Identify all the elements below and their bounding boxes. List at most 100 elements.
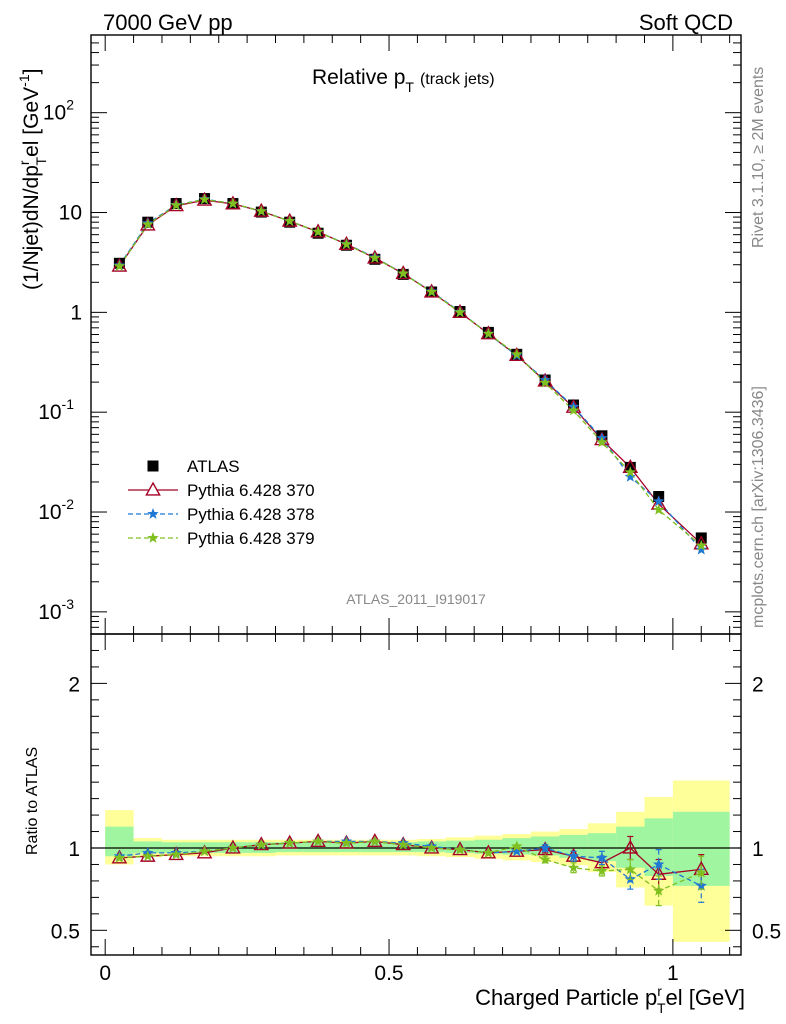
p379-point (425, 286, 438, 297)
ratio-p379-point (539, 853, 551, 865)
ratio-p379-point (624, 863, 636, 875)
main-y-label-text: (1/Njet)dN/dp (20, 165, 43, 290)
ratio-p379-point (482, 846, 495, 858)
p379-point (653, 503, 665, 515)
p379-point (227, 197, 239, 209)
main-title: Relative pT (track jets) (312, 66, 495, 95)
ratio-p378-point (653, 858, 665, 870)
main-title-extra: (track jets) (420, 71, 495, 88)
p379-point (511, 348, 523, 360)
mcplots-label: mcplots.cern.ch [arXiv:1306.3436] (750, 386, 767, 628)
ratio-axes: 0.5 0.5 1 1 2 2 0 0.5 1 (51, 633, 781, 985)
p379-point (312, 225, 324, 237)
main-y-label-mid: el [GeV (20, 87, 43, 157)
main-y-tick-label: 10-3 (38, 596, 74, 624)
ratio-p379-point (397, 838, 409, 850)
ratio-p379-point (454, 843, 466, 855)
main-y-tick-label: 1 (70, 301, 82, 324)
main-y-tick-base: 10 (43, 102, 66, 125)
p378-point (695, 543, 707, 555)
ratio-p378-point (596, 851, 608, 863)
x-label-sub: T (657, 1000, 666, 1016)
main-y-tick-base: 10 (38, 601, 61, 624)
ratio-y-tick-label-right: 2 (752, 673, 764, 696)
green-band (303, 842, 333, 853)
p379-point (198, 193, 211, 205)
x-label-sup: r (657, 983, 662, 999)
x-label-text: Charged Particle p (475, 985, 657, 1010)
main-y-tick-exp: -2 (62, 496, 75, 512)
p379-point (369, 252, 381, 263)
p379-point (284, 215, 296, 226)
main-y-tick-label: 10-2 (38, 496, 74, 524)
ratio-p378-point (511, 845, 523, 857)
ratio-p379-point (255, 838, 267, 850)
main-title-sub: T (405, 79, 414, 95)
green-band (360, 842, 390, 853)
ratio-p379-point (596, 865, 608, 876)
main-y-label-sup2: -1 (16, 74, 32, 87)
p379-point (695, 539, 707, 551)
ratio-p379-point (653, 884, 665, 896)
ratio-y-tick-label: 2 (68, 673, 80, 696)
main-y-tick-base: 1 (70, 301, 82, 324)
p379-point (113, 260, 126, 271)
p379-point (596, 436, 608, 448)
ratio-p379-point (312, 835, 324, 847)
ratio-p379-point (113, 851, 126, 863)
p378-point (653, 495, 665, 507)
main-line-3 (118, 198, 702, 547)
green-band (332, 842, 361, 853)
p379-point (567, 404, 580, 416)
ratio-p379-point (227, 842, 239, 853)
legend-label: Pythia 6.428 370 (187, 481, 315, 500)
ratio-p379-point (170, 848, 182, 860)
legend-label: Pythia 6.428 378 (187, 505, 315, 524)
legend-marker-star (147, 508, 159, 519)
p379-point (539, 376, 551, 388)
p379-point (624, 466, 636, 478)
main-y-label-end: ] (20, 69, 43, 75)
header-right: Soft QCD (639, 10, 733, 35)
main-y-tick-base: 10 (59, 202, 82, 225)
ratio-p378-point (695, 879, 707, 891)
x-tick-label: 0 (99, 962, 111, 985)
legend-label: Pythia 6.428 379 (187, 529, 315, 548)
green-band (559, 834, 588, 858)
legend-label: ATLAS (187, 457, 240, 476)
main-y-label-sub: T (33, 156, 49, 165)
legend-marker-star (147, 532, 159, 543)
main-title-text: Relative p (312, 66, 405, 89)
main-series-group (111, 191, 710, 555)
main-y-label-sup: r (16, 160, 32, 165)
ratio-p379-point (511, 840, 523, 852)
main-y-tick-exp: -1 (62, 396, 75, 412)
ratio-p379-point (340, 837, 353, 848)
p379-point (170, 199, 182, 211)
ratio-p379-point (695, 866, 707, 878)
p379-point (454, 306, 466, 318)
ratio-y-tick-label-right: 0.5 (752, 920, 781, 943)
ratio-p370-point (622, 839, 639, 854)
ratio-y-tick-label: 0.5 (51, 920, 80, 943)
header-left: 7000 GeV pp (103, 10, 233, 35)
ratio-p379-point (567, 861, 580, 873)
x-tick-label: 0.5 (374, 962, 403, 985)
main-y-label: (1/Njet)dN/dprTel [GeV-1] (16, 69, 49, 290)
main-y-tick-exp: 2 (66, 97, 74, 113)
main-y-tick-label: 102 (43, 97, 74, 125)
p379-point (340, 238, 353, 250)
analysis-watermark: ATLAS_2011_I919017 (346, 591, 486, 607)
ratio-y-tick-label-right: 1 (752, 838, 764, 861)
main-y-tick-exp: -3 (62, 596, 75, 612)
ratio-p378-point (567, 850, 580, 862)
ratio-frame (90, 633, 742, 956)
x-tick-label: 1 (667, 962, 679, 985)
main-y-tick-label: 10 (59, 202, 82, 225)
ratio-p379-point (142, 850, 154, 862)
main-y-tick-base: 10 (38, 501, 61, 524)
main-y-tick-label: 10-1 (38, 396, 74, 424)
ratio-p378-point (539, 842, 551, 853)
